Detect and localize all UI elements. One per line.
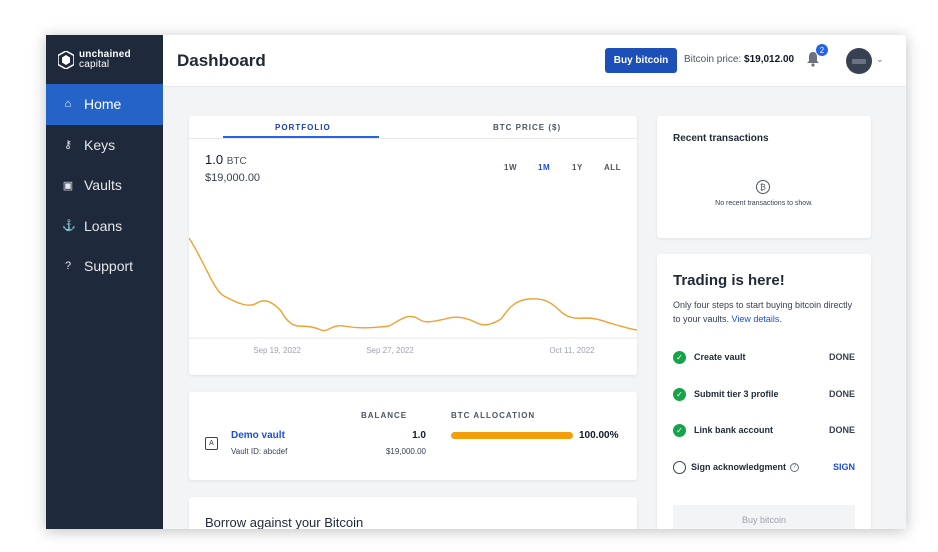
avatar[interactable]: [846, 48, 872, 74]
tab-btc-price[interactable]: BTC PRICE ($): [493, 123, 562, 132]
allocation-column-header: BTC ALLOCATION: [451, 411, 536, 420]
loan-icon: ⚓: [62, 220, 76, 233]
btc-amount-value: 1.0: [205, 152, 224, 167]
check-circle-icon: ✓: [673, 388, 686, 401]
range-1y-button[interactable]: 1Y: [572, 163, 583, 172]
brand-logo[interactable]: unchained capital: [58, 47, 131, 73]
sidebar-item-home[interactable]: ⌂ Home: [46, 84, 163, 125]
vault-balance-usd: $19,000.00: [385, 447, 426, 456]
empty-circle-icon: [673, 461, 686, 474]
sidebar-nav: ⌂ Home ⚷ Keys ▣ Vaults ⚓ Loans ? Support: [46, 84, 163, 287]
notification-badge: 2: [816, 44, 828, 56]
vault-icon: ▣: [62, 179, 74, 192]
sign-link[interactable]: SIGN: [832, 462, 855, 472]
allocation-bar: [451, 432, 573, 439]
range-1m-button[interactable]: 1M: [538, 163, 551, 172]
x-tick-label: Sep 27, 2022: [366, 346, 414, 355]
app-window: unchained capital ⌂ Home ⚷ Keys ▣ Vaults…: [46, 35, 906, 529]
bell-icon[interactable]: [805, 51, 821, 69]
brand-line-1: unchained: [79, 49, 131, 60]
vault-id: Vault ID: abcdef: [231, 447, 288, 456]
allocation-percent: 100.00%: [579, 430, 619, 441]
trading-buy-bitcoin-button[interactable]: Buy bitcoin: [673, 505, 855, 529]
vault-icon: A: [205, 437, 218, 450]
recent-transactions-card: Recent transactions ₿ No recent transact…: [657, 116, 871, 238]
step-label: Link bank account: [694, 425, 774, 435]
brand-line-2: capital: [79, 59, 110, 70]
x-tick-label: Oct 11, 2022: [549, 346, 595, 355]
sidebar-item-keys[interactable]: ⚷ Keys: [46, 125, 163, 166]
step-link-bank: ✓ Link bank account DONE: [673, 424, 855, 438]
sidebar-item-label: Vaults: [84, 177, 122, 194]
trading-title: Trading is here!: [673, 272, 785, 289]
btc-amount-unit: BTC: [226, 156, 247, 167]
step-label: Create vault: [694, 352, 746, 362]
step-status: DONE: [828, 389, 855, 399]
step-submit-profile: ✓ Submit tier 3 profile DONE: [673, 388, 855, 402]
borrow-card: Borrow against your Bitcoin: [189, 497, 637, 529]
help-icon[interactable]: ?: [790, 463, 800, 473]
step-status: DONE: [828, 425, 855, 435]
portfolio-chart: Sep 19, 2022 Sep 27, 2022 Oct 11, 2022: [189, 237, 637, 355]
sidebar-item-label: Support: [84, 258, 134, 275]
tab-portfolio[interactable]: PORTFOLIO: [275, 123, 331, 132]
sidebar: unchained capital ⌂ Home ⚷ Keys ▣ Vaults…: [46, 35, 163, 529]
chevron-down-icon[interactable]: ⌄: [876, 54, 884, 64]
x-tick-label: Sep 19, 2022: [253, 346, 301, 355]
bitcoin-icon: ₿: [756, 180, 770, 194]
trading-description: Only four steps to start buying bitcoin …: [673, 298, 858, 326]
active-tab-indicator: [223, 136, 379, 138]
trading-description-text: Only four steps to start buying bitcoin …: [673, 300, 853, 324]
vault-summary-card: BALANCE BTC ALLOCATION A Demo vault Vaul…: [189, 392, 637, 480]
sidebar-item-loans[interactable]: ⚓ Loans: [46, 206, 163, 247]
step-status: DONE: [828, 352, 855, 362]
sidebar-item-label: Keys: [84, 136, 116, 153]
check-circle-icon: ✓: [673, 351, 686, 364]
vault-balance-btc: 1.0: [412, 430, 426, 441]
sidebar-item-label: Home: [84, 96, 122, 113]
portfolio-usd-value: $19,000.00: [205, 172, 261, 184]
sidebar-item-support[interactable]: ? Support: [46, 246, 163, 287]
step-label: Submit tier 3 profile: [694, 389, 779, 399]
step-create-vault: ✓ Create vault DONE: [673, 351, 855, 365]
key-icon: ⚷: [63, 139, 73, 152]
portfolio-btc-amount: 1.0 BTC: [205, 152, 247, 167]
step-label-wrap: Sign acknowledgment?: [691, 462, 800, 473]
view-details-link[interactable]: View details.: [731, 314, 782, 324]
brand-name: unchained capital: [79, 50, 131, 70]
page-title: Dashboard: [177, 51, 266, 70]
trading-card: Trading is here! Only four steps to star…: [657, 254, 871, 529]
check-circle-icon: ✓: [673, 424, 686, 437]
recent-transactions-title: Recent transactions: [673, 133, 769, 144]
top-bar: Dashboard Buy bitcoin Bitcoin price: $19…: [163, 35, 906, 87]
range-all-button[interactable]: ALL: [604, 163, 622, 172]
step-sign-acknowledgment: Sign acknowledgment? SIGN: [673, 461, 855, 475]
borrow-title: Borrow against your Bitcoin: [205, 515, 364, 529]
bitcoin-price: Bitcoin price: $19,012.00: [684, 54, 794, 65]
logo-mark-icon: [58, 51, 74, 69]
portfolio-card: PORTFOLIO BTC PRICE ($) 1.0 BTC $19,000.…: [189, 116, 637, 375]
question-icon: ?: [64, 260, 72, 273]
step-label: Sign acknowledgment: [691, 462, 787, 472]
sidebar-item-vaults[interactable]: ▣ Vaults: [46, 165, 163, 206]
balance-column-header: BALANCE: [361, 411, 408, 420]
home-icon: ⌂: [64, 98, 72, 111]
sidebar-item-label: Loans: [84, 217, 123, 234]
range-1w-button[interactable]: 1W: [504, 163, 517, 172]
bitcoin-price-value: $19,012.00: [744, 54, 795, 65]
buy-bitcoin-button[interactable]: Buy bitcoin: [605, 48, 677, 73]
bitcoin-price-label: Bitcoin price:: [684, 54, 742, 65]
vault-name-link[interactable]: Demo vault: [231, 430, 285, 441]
empty-transactions-text: No recent transactions to show.: [715, 200, 813, 207]
tab-divider: [189, 138, 637, 139]
portfolio-line: [189, 237, 637, 332]
